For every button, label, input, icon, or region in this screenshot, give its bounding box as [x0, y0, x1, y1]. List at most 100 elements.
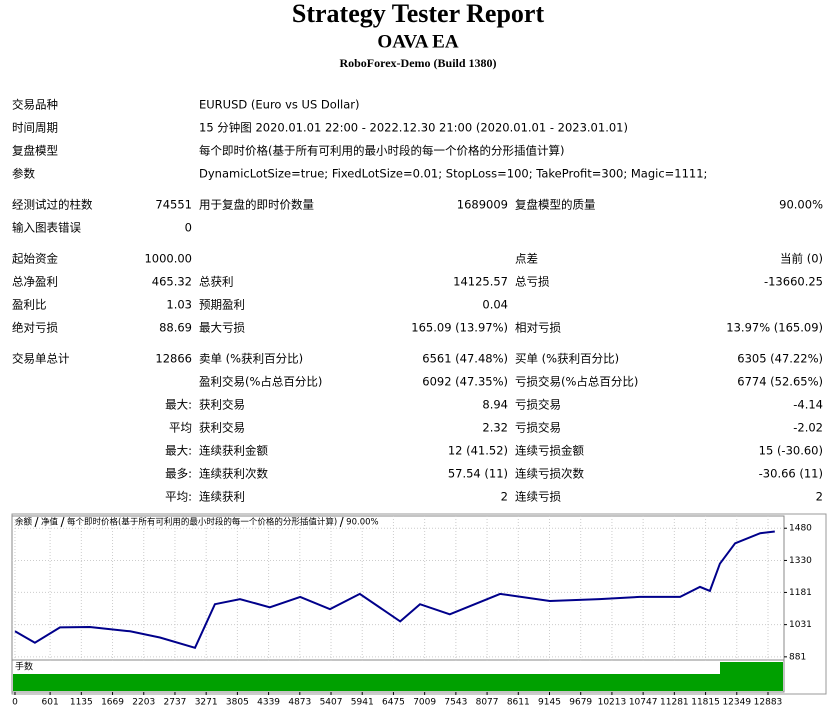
row-value: 465.32 [152, 275, 192, 289]
x-tick-label: 11815 [691, 698, 720, 708]
row-value: 57.54 (11) [448, 467, 508, 481]
x-tick-label: 1135 [70, 698, 93, 708]
x-tick-label: 9145 [538, 698, 561, 708]
row-value: 8.94 [482, 398, 508, 412]
x-tick-label: 601 [42, 698, 59, 708]
legend-entry: 90.00% [346, 518, 378, 528]
row-value: 0.04 [482, 298, 508, 312]
row-label: 卖单 (%获利百分比) [199, 352, 303, 366]
row-label: 连续获利 [199, 490, 245, 504]
row-value: 74551 [155, 198, 192, 212]
row-label: 点差 [515, 252, 538, 266]
build: RoboForex-Demo (Build 1380) [339, 56, 496, 70]
row-label: 最大亏损 [199, 321, 245, 335]
row-label: 盈利交易(%占总百分比) [199, 375, 322, 389]
row-value: 88.69 [159, 321, 192, 335]
row-label: 连续亏损 [515, 490, 561, 504]
x-tick-label: 0 [12, 698, 18, 708]
row-value: 6561 (47.48%) [422, 352, 508, 366]
row-label: 交易单总计 [12, 352, 70, 366]
row-value: 13.97% (165.09) [726, 321, 823, 335]
row-value: 1000.00 [144, 252, 192, 266]
subtitle: OAVA EA [377, 31, 458, 52]
lots-bar [720, 662, 783, 691]
y-tick-label: 881 [789, 652, 806, 662]
row-label: 连续亏损次数 [515, 467, 584, 481]
x-tick-label: 7009 [413, 698, 436, 708]
x-tick-label: 8611 [507, 698, 530, 708]
lots-label: 手数 [15, 661, 33, 673]
legend-separator [339, 516, 344, 528]
row-value: 15 (-30.60) [759, 444, 823, 458]
x-tick-label: 12883 [754, 698, 783, 708]
row-label: 输入图表错误 [12, 221, 81, 235]
row-value: -30.66 (11) [759, 467, 823, 481]
row-label: 时间周期 [12, 121, 58, 135]
y-tick-label: 1330 [789, 556, 812, 566]
x-tick-label: 5407 [320, 698, 343, 708]
row-label: 起始资金 [12, 252, 58, 266]
row-text: EURUSD (Euro vs US Dollar) [199, 98, 359, 112]
row-value: 当前 (0) [780, 252, 823, 266]
row-value: -13660.25 [764, 275, 823, 289]
row-value: 最多: [165, 467, 192, 481]
y-tick-label: 1480 [789, 524, 812, 534]
row-label: 盈利比 [12, 298, 47, 312]
row-value: 2.32 [482, 421, 508, 435]
row-label: 经测试过的柱数 [12, 198, 93, 212]
y-tick-label: 1031 [789, 620, 812, 630]
y-tick-label: 1181 [789, 588, 812, 598]
row-label: 获利交易 [199, 421, 245, 435]
legend-separator [34, 516, 39, 528]
row-text: 15 分钟图 2020.01.01 22:00 - 2022.12.30 21:… [199, 121, 628, 135]
row-label: 交易品种 [12, 98, 58, 112]
x-tick-label: 8077 [476, 698, 499, 708]
row-label: 买单 (%获利百分比) [515, 352, 619, 366]
x-tick-label: 1669 [101, 698, 124, 708]
x-tick-label: 3805 [226, 698, 249, 708]
x-tick-label: 12349 [722, 698, 751, 708]
x-tick-label: 11281 [660, 698, 689, 708]
row-value: 2 [816, 490, 823, 504]
row-label: 亏损交易 [515, 398, 561, 412]
x-tick-label: 4873 [288, 698, 311, 708]
row-label: 连续获利金额 [199, 444, 268, 458]
plot-area [11, 515, 785, 663]
row-value: 165.09 (13.97%) [411, 321, 508, 335]
title: Strategy Tester Report [292, 0, 545, 28]
row-label: 获利交易 [199, 398, 245, 412]
x-tick-label: 9679 [569, 698, 592, 708]
row-value: 6305 (47.22%) [737, 352, 823, 366]
row-value: 12 (41.52) [448, 444, 508, 458]
x-tick-label: 7543 [444, 698, 467, 708]
row-text: 每个即时价格(基于所有可利用的最小时段的每一个价格的分形插值计算) [199, 144, 564, 158]
row-value: 12866 [155, 352, 192, 366]
row-label: 相对亏损 [515, 321, 561, 335]
x-tick-label: 4339 [257, 698, 280, 708]
row-value: 90.00% [779, 198, 823, 212]
row-value: 0 [185, 221, 192, 235]
x-tick-label: 5941 [351, 698, 374, 708]
row-value: 1.03 [166, 298, 192, 312]
row-value: 最大: [165, 398, 192, 412]
row-value: 2 [501, 490, 508, 504]
legend-entry: 净值 [41, 517, 59, 528]
row-label: 参数 [12, 167, 35, 181]
x-tick-label: 6475 [382, 698, 405, 708]
row-label: 亏损交易(%占总百分比) [515, 375, 638, 389]
row-label: 用于复盘的即时价数量 [199, 198, 314, 212]
row-label: 连续获利次数 [199, 467, 268, 481]
legend-entry: 每个即时价格(基于所有可利用的最小时段的每一个价格的分形插值计算) [67, 517, 337, 528]
row-value: -2.02 [793, 421, 823, 435]
row-value: 14125.57 [453, 275, 508, 289]
row-label: 总亏损 [515, 275, 550, 289]
x-tick-label: 10747 [629, 698, 658, 708]
x-tick-label: 2737 [164, 698, 187, 708]
x-tick-label: 3271 [195, 698, 218, 708]
row-value: 6092 (47.35%) [422, 375, 508, 389]
row-label: 连续亏损金额 [515, 444, 584, 458]
x-tick-label: 2203 [132, 698, 155, 708]
row-value: 6774 (52.65%) [737, 375, 823, 389]
